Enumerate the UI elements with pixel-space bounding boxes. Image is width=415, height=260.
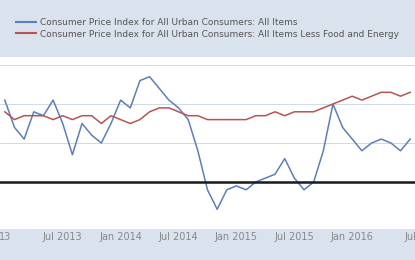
Legend: Consumer Price Index for All Urban Consumers: All Items, Consumer Price Index fo: Consumer Price Index for All Urban Consu… [16, 18, 399, 39]
